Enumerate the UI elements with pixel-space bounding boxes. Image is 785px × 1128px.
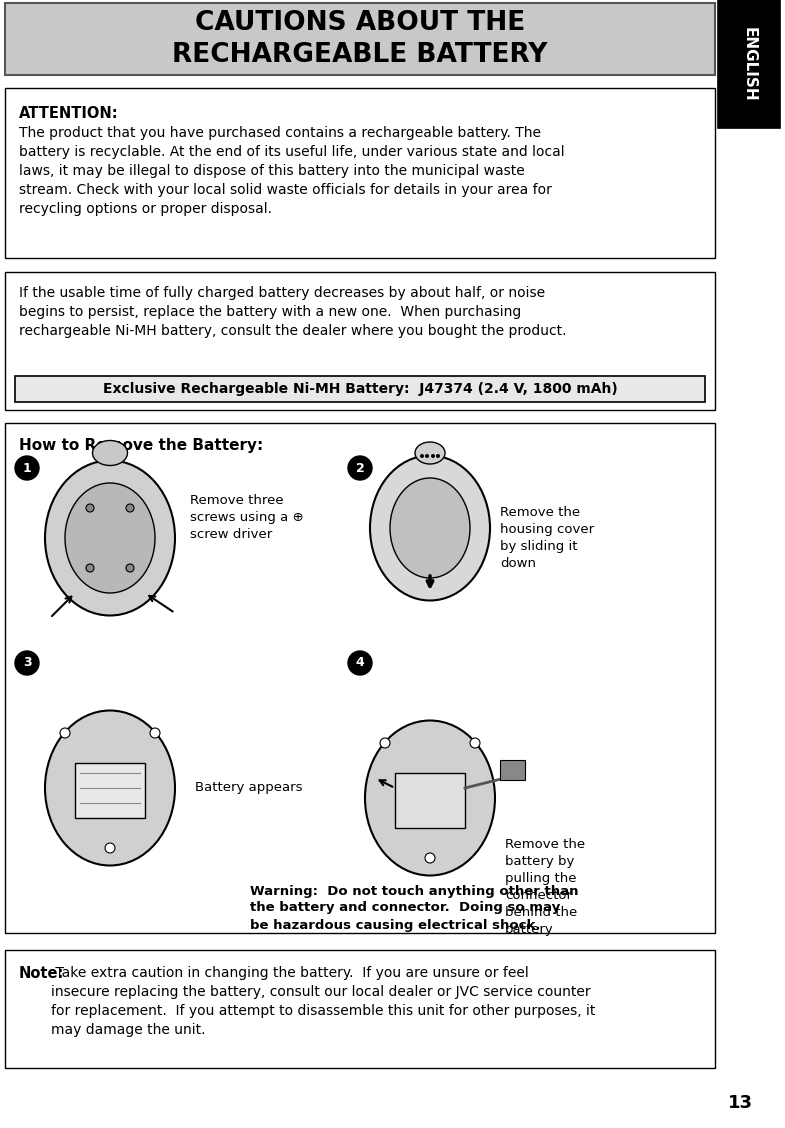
Circle shape bbox=[15, 651, 39, 675]
FancyBboxPatch shape bbox=[5, 272, 715, 409]
FancyBboxPatch shape bbox=[718, 0, 780, 127]
Circle shape bbox=[105, 843, 115, 853]
Text: Remove the
housing cover
by sliding it
down: Remove the housing cover by sliding it d… bbox=[500, 506, 594, 570]
Ellipse shape bbox=[390, 478, 470, 578]
Circle shape bbox=[431, 453, 435, 458]
FancyBboxPatch shape bbox=[5, 3, 715, 74]
Circle shape bbox=[86, 564, 94, 572]
Text: ATTENTION:: ATTENTION: bbox=[19, 106, 119, 121]
Ellipse shape bbox=[370, 456, 490, 600]
Circle shape bbox=[425, 853, 435, 863]
Text: 13: 13 bbox=[728, 1094, 753, 1112]
Circle shape bbox=[348, 456, 372, 481]
Circle shape bbox=[86, 504, 94, 512]
Ellipse shape bbox=[45, 711, 175, 865]
Text: CAUTIONS ABOUT THE
RECHARGEABLE BATTERY: CAUTIONS ABOUT THE RECHARGEABLE BATTERY bbox=[172, 10, 548, 68]
FancyBboxPatch shape bbox=[15, 376, 705, 402]
Text: Exclusive Rechargeable Ni-MH Battery:  J47374 (2.4 V, 1800 mAh): Exclusive Rechargeable Ni-MH Battery: J4… bbox=[103, 382, 617, 396]
FancyBboxPatch shape bbox=[5, 950, 715, 1068]
Text: 4: 4 bbox=[356, 656, 364, 670]
Bar bbox=[75, 763, 145, 818]
Circle shape bbox=[380, 738, 390, 748]
Text: The product that you have purchased contains a rechargeable battery. The
battery: The product that you have purchased cont… bbox=[19, 126, 564, 215]
Text: Remove three
screws using a ⊕
screw driver: Remove three screws using a ⊕ screw driv… bbox=[190, 494, 304, 541]
Text: Remove the
battery by
pulling the
connector
behind the
battery: Remove the battery by pulling the connec… bbox=[505, 838, 585, 936]
Text: Battery appears: Battery appears bbox=[195, 782, 302, 794]
Ellipse shape bbox=[45, 460, 175, 616]
Circle shape bbox=[126, 564, 134, 572]
Text: Warning:  Do not touch anything other than
the battery and connector.  Doing so : Warning: Do not touch anything other tha… bbox=[250, 884, 579, 932]
Circle shape bbox=[436, 453, 440, 458]
Circle shape bbox=[126, 504, 134, 512]
Text: Take extra caution in changing the battery.  If you are unsure or feel
insecure : Take extra caution in changing the batte… bbox=[51, 966, 595, 1037]
Circle shape bbox=[348, 651, 372, 675]
Circle shape bbox=[420, 453, 424, 458]
Text: Note:: Note: bbox=[19, 966, 64, 981]
Bar bbox=[500, 760, 525, 779]
Circle shape bbox=[15, 456, 39, 481]
Text: 2: 2 bbox=[356, 461, 364, 475]
Text: ENGLISH: ENGLISH bbox=[742, 27, 757, 102]
Bar bbox=[395, 773, 465, 828]
Ellipse shape bbox=[93, 441, 127, 466]
Text: How to Remove the Battery:: How to Remove the Battery: bbox=[19, 438, 263, 453]
Ellipse shape bbox=[365, 721, 495, 875]
Circle shape bbox=[60, 728, 70, 738]
FancyBboxPatch shape bbox=[5, 423, 715, 933]
Text: 3: 3 bbox=[23, 656, 31, 670]
Circle shape bbox=[150, 728, 160, 738]
Circle shape bbox=[470, 738, 480, 748]
Circle shape bbox=[425, 453, 429, 458]
FancyBboxPatch shape bbox=[5, 88, 715, 258]
Ellipse shape bbox=[65, 483, 155, 593]
Text: If the usable time of fully charged battery decreases by about half, or noise
be: If the usable time of fully charged batt… bbox=[19, 287, 567, 338]
Ellipse shape bbox=[415, 442, 445, 464]
Text: 1: 1 bbox=[23, 461, 31, 475]
